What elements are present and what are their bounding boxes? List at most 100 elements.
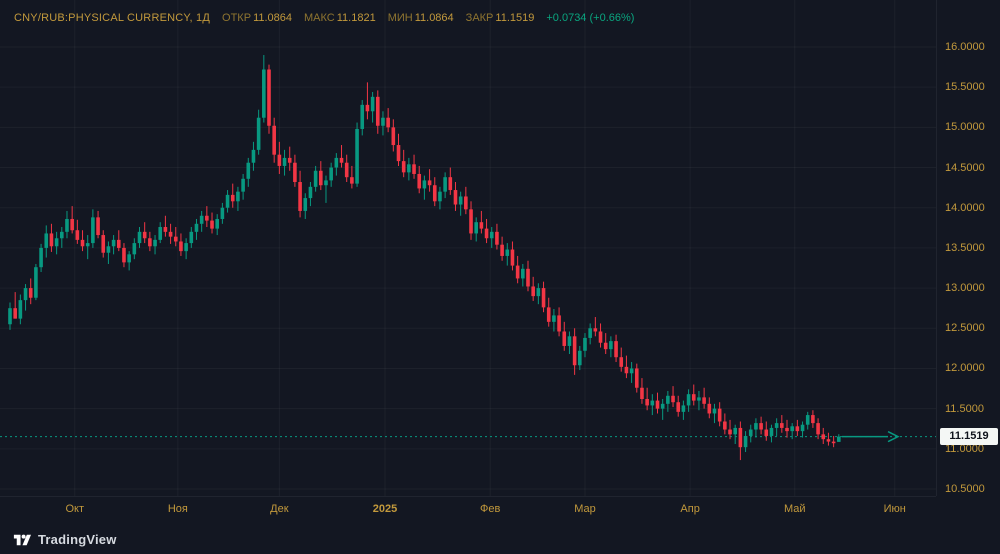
change-value: +0.0734 (+0.66%) <box>546 12 635 24</box>
price-tick-label: 13.5000 <box>945 241 985 254</box>
candle-body <box>18 300 23 319</box>
candle-body <box>805 415 810 425</box>
candle-body <box>495 231 499 245</box>
candle-body <box>469 209 473 234</box>
open-label: ОТКР <box>222 12 252 24</box>
candle-body <box>515 265 520 279</box>
candle-body <box>220 207 225 219</box>
candle-body <box>54 238 59 247</box>
candle-body <box>790 426 794 432</box>
candle-body <box>282 157 287 166</box>
candle-body <box>111 239 116 247</box>
time-axis[interactable]: Окт Ноя Дек 2025 Фев Мар Апр Май Июн <box>0 496 936 522</box>
candle-body <box>44 233 49 248</box>
candle-body <box>319 170 323 186</box>
candle-body <box>148 238 152 247</box>
candle-body <box>205 215 209 221</box>
candle-body <box>831 441 836 444</box>
candle-body <box>116 239 121 248</box>
candle-body <box>344 162 349 178</box>
time-tick-label: Дек <box>270 503 289 515</box>
price-tick-label: 12.0000 <box>945 362 985 375</box>
candle-body <box>728 429 732 435</box>
candle-body <box>697 397 701 401</box>
tradingview-logo[interactable]: TradingView <box>12 530 117 549</box>
candle-body <box>811 415 815 424</box>
candle-body <box>360 104 365 129</box>
candle-body <box>96 217 100 236</box>
candle-body <box>355 128 359 184</box>
candle-body <box>417 173 422 189</box>
candle-body <box>650 400 655 406</box>
price-axis[interactable]: 11.1519 16.0000 15.5000 15.0000 14.5000 14.0… <box>936 0 1000 496</box>
low-value: 11.0864 <box>414 12 454 24</box>
candle-body <box>256 117 261 150</box>
price-tick-label: 12.5000 <box>945 322 985 335</box>
candle-body <box>686 394 691 406</box>
candle-body <box>785 427 789 432</box>
high-value: 11.1821 <box>336 12 376 24</box>
time-tick-label: Ноя <box>167 503 188 515</box>
candle-body <box>215 218 219 229</box>
candle-body <box>277 154 282 166</box>
candle-body <box>303 198 308 211</box>
candle-body <box>479 222 484 229</box>
high-label: МАКС <box>304 12 335 24</box>
open-value: 11.0864 <box>253 12 293 24</box>
candle-body <box>329 167 333 181</box>
candle-body <box>401 161 406 173</box>
candle-body <box>70 218 74 231</box>
price-tick-label: 11.5000 <box>945 402 984 415</box>
candle-body <box>210 220 214 229</box>
candle-body <box>717 408 722 422</box>
symbol-title[interactable]: CNY/RUB:PHYSICAL CURRENCY, 1Д <box>14 12 211 24</box>
chart-plot-area[interactable] <box>0 0 936 496</box>
time-tick-label: Окт <box>65 503 85 515</box>
candlestick-chart[interactable] <box>0 0 936 496</box>
candle-body <box>179 241 183 252</box>
candle-body <box>453 190 458 205</box>
candle-body <box>500 244 504 256</box>
candle-body <box>168 231 173 237</box>
candle-body <box>837 436 841 442</box>
candle-body <box>671 395 675 403</box>
candle-body <box>489 231 494 239</box>
price-tick-label: 15.0000 <box>945 121 985 134</box>
candle-body <box>723 421 727 430</box>
candle-body <box>660 403 665 409</box>
chart-legend: CNY/RUB:PHYSICAL CURRENCY, 1Д ОТКР 11.08… <box>14 12 634 24</box>
candle-body <box>60 231 64 239</box>
candle-body <box>603 342 608 350</box>
candle-body <box>262 69 266 118</box>
candle-body <box>634 368 639 388</box>
candle-body <box>122 247 126 263</box>
candle-body <box>826 439 831 442</box>
candle-body <box>365 104 370 112</box>
candle-body <box>137 231 142 244</box>
low-label: МИН <box>387 12 413 24</box>
candle-body <box>230 194 235 202</box>
price-tick-label: 11.0000 <box>945 442 984 455</box>
candle-body <box>816 423 820 435</box>
candle-body <box>427 180 432 186</box>
candle-body <box>676 402 681 412</box>
candle-body <box>106 246 111 253</box>
candle-body <box>194 223 199 232</box>
candle-body <box>629 368 634 374</box>
candle-body <box>91 217 95 244</box>
candle-body <box>272 125 276 155</box>
time-tick-label: Фев <box>480 503 501 515</box>
candle-body <box>324 180 328 186</box>
candle-body <box>738 427 743 448</box>
candle-body <box>80 239 85 247</box>
candle-body <box>521 268 525 279</box>
tradingview-logo-icon <box>12 530 31 549</box>
candle-body <box>334 157 339 168</box>
price-tick-label: 10.5000 <box>945 483 985 495</box>
candle-body <box>375 96 380 126</box>
candle-body <box>13 308 17 319</box>
candle-body <box>666 395 670 404</box>
time-tick-label: Мар <box>574 503 596 515</box>
candle-body <box>8 308 12 325</box>
